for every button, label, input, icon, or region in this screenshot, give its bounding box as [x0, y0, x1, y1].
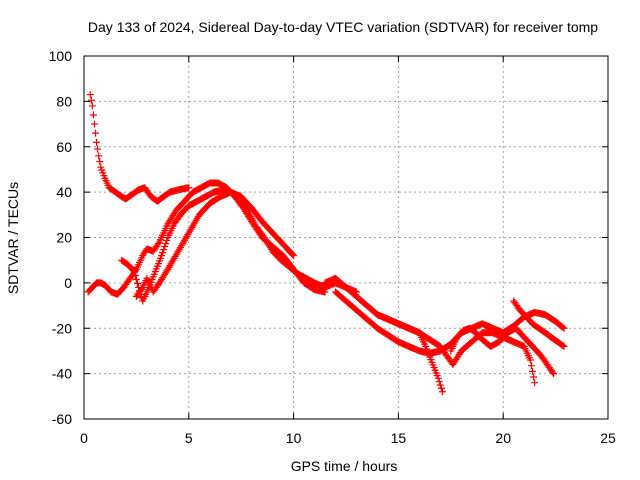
grid-lines: [84, 56, 608, 419]
data-point: [131, 272, 139, 280]
data-point: [434, 374, 442, 382]
chart-title: Day 133 of 2024, Sidereal Day-to-day VTE…: [88, 19, 598, 35]
data-point: [94, 145, 102, 153]
data-point: [163, 267, 171, 275]
y-tick-label: 60: [56, 139, 72, 155]
data-point: [96, 157, 104, 165]
data-point: [154, 240, 162, 248]
series-track-4: [132, 188, 298, 300]
x-tick-label: 25: [600, 430, 616, 446]
series-track-6: [332, 288, 568, 357]
data-point: [89, 111, 97, 119]
data-point: [160, 246, 168, 254]
data-point: [531, 379, 539, 387]
data-point: [526, 356, 534, 364]
data-point: [95, 152, 103, 160]
data-point: [559, 323, 567, 331]
data-point: [93, 138, 101, 146]
data-point: [435, 378, 443, 386]
data-point: [550, 370, 558, 378]
data-point: [437, 384, 445, 392]
x-tick-label: 5: [185, 430, 193, 446]
data-point: [130, 268, 138, 276]
data-point: [290, 252, 298, 260]
data-point: [129, 266, 137, 274]
data-point: [530, 373, 538, 381]
data-point: [87, 96, 95, 104]
data-point: [436, 381, 444, 389]
data-point: [163, 237, 171, 245]
data-point: [92, 129, 100, 137]
data-point: [559, 342, 567, 350]
data-point: [88, 102, 96, 110]
data-point: [138, 285, 146, 293]
data-point: [185, 184, 193, 192]
data-point: [560, 342, 568, 350]
data-point: [86, 91, 94, 99]
data-point: [161, 243, 169, 251]
series-track-9: [510, 297, 568, 350]
y-axis-label: SDTVAR / TECUs: [5, 182, 21, 294]
plot-frame: [83, 55, 609, 420]
y-tick-label: 100: [49, 48, 73, 64]
y-tick-label: 0: [64, 275, 72, 291]
data-point: [158, 252, 166, 260]
x-tick-label: 20: [495, 430, 511, 446]
y-tick-label: 20: [56, 230, 72, 246]
data-point: [162, 240, 170, 248]
x-tick-label: 10: [286, 430, 302, 446]
tick-labels: 0 5 10 15 20 25 -60 -40 -20 0 20 40 60 80 100: [49, 48, 616, 446]
y-tick-label: -40: [52, 366, 72, 382]
y-tick-label: 40: [56, 184, 72, 200]
data-point: [529, 367, 537, 375]
y-tick-label: -60: [52, 411, 72, 427]
x-tick-label: 15: [391, 430, 407, 446]
data-point: [548, 368, 556, 376]
data-point: [159, 249, 167, 257]
data-point: [560, 324, 568, 332]
y-tick-label: -20: [52, 320, 72, 336]
data-point: [438, 388, 446, 396]
data-point: [527, 362, 535, 370]
data-point: [133, 279, 141, 287]
x-tick-label: 0: [80, 430, 88, 446]
x-axis-label: GPS time / hours: [291, 458, 398, 474]
data-point: [132, 275, 140, 283]
y-tick-label: 80: [56, 93, 72, 109]
data-point: [289, 251, 297, 259]
series-track-1: [86, 91, 193, 205]
data-points: [84, 91, 568, 396]
series-track-8: [447, 324, 558, 378]
data-point: [90, 120, 98, 128]
